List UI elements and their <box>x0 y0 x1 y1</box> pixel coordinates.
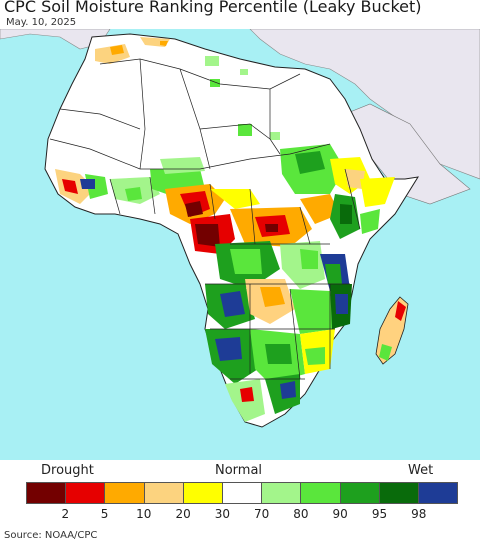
legend-ticks: 2 5 10 20 30 70 80 90 95 98 <box>0 507 480 523</box>
map-title: CPC Soil Moisture Ranking Percentile (Le… <box>4 0 422 16</box>
source-note: Source: NOAA/CPC <box>4 530 98 541</box>
legend-drought-label: Drought <box>41 463 94 478</box>
legend-swatch <box>262 483 302 503</box>
map-date: May. 10, 2025 <box>6 17 77 28</box>
legend-tick-label: 30 <box>214 507 230 521</box>
legend-swatch <box>105 483 145 503</box>
legend-tick-label: 80 <box>293 507 309 521</box>
legend-tick-label: 2 <box>61 507 70 521</box>
legend-tick-label: 10 <box>136 507 152 521</box>
legend-color-bar <box>26 482 458 504</box>
soil-moisture-map <box>0 29 480 460</box>
legend-tick-label: 5 <box>100 507 109 521</box>
legend-swatch <box>418 483 458 503</box>
legend-tick-label: 95 <box>371 507 388 521</box>
legend-swatch <box>222 483 263 503</box>
legend-swatch <box>27 483 67 503</box>
country-borders <box>49 58 361 380</box>
legend-swatch <box>66 483 106 503</box>
legend-swatch <box>183 483 223 503</box>
legend-tick-label: 98 <box>411 507 427 521</box>
legend-tick-label: 20 <box>175 507 191 521</box>
legend-tick-label: 90 <box>332 507 348 521</box>
legend-normal-label: Normal <box>215 463 263 478</box>
outside-domain-region <box>0 29 111 50</box>
legend-swatch <box>144 483 184 503</box>
legend-wet-label: Wet <box>408 463 434 478</box>
legend-swatch <box>379 483 419 503</box>
legend-swatch <box>340 483 380 503</box>
legend-tick-label: 70 <box>253 507 270 521</box>
legend-swatch <box>301 483 341 503</box>
